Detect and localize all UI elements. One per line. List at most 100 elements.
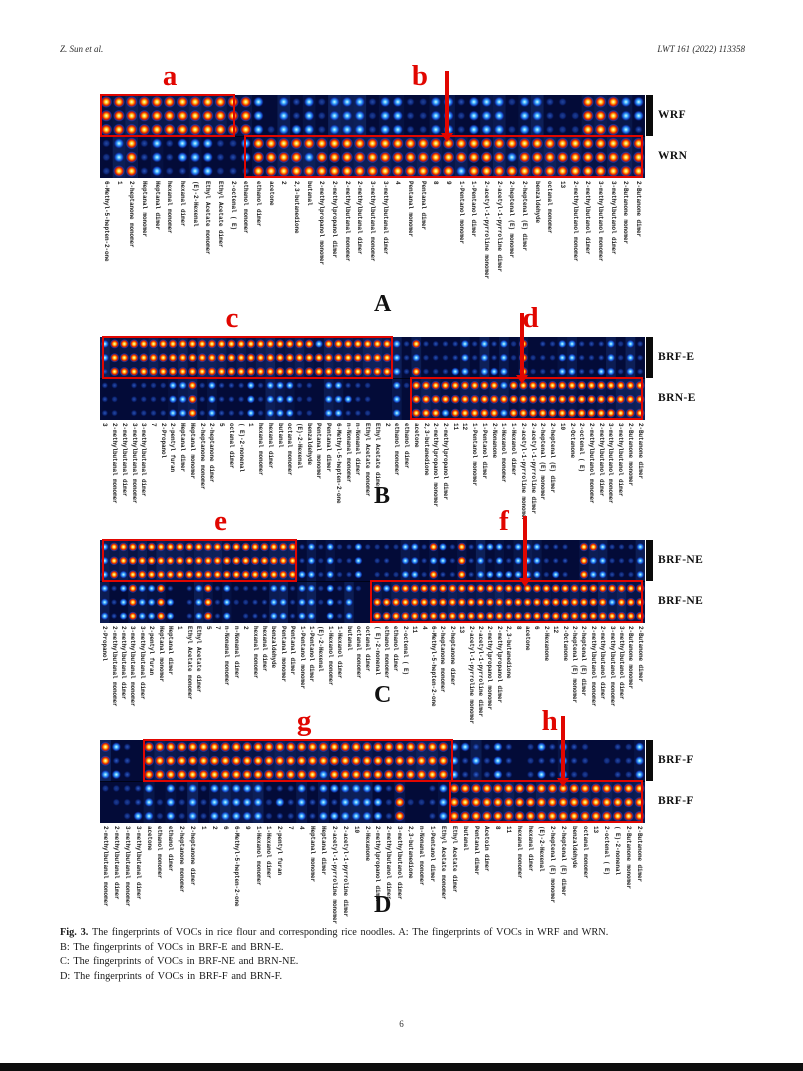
compound-label: 3-methylbutanal monomer [123, 826, 131, 907]
compound-label: n-Nonanal monomer [344, 423, 352, 483]
strip-end-bar-C [646, 540, 653, 581]
compound-label: 2,3-butanedione [292, 181, 300, 234]
compound-label: hexanal dimer [266, 423, 274, 469]
footer-bar [0, 1063, 803, 1071]
compound-label: 2-Hexanone [363, 826, 371, 862]
annotation-letter-e: e [214, 505, 227, 537]
compound-label: 2,3-butanedione [505, 626, 513, 679]
compound-label: 2-heptenal (E) monomer [508, 181, 516, 259]
compound-label: ethanol dimer [254, 181, 262, 227]
highlight-box-f [369, 580, 644, 623]
compound-label: hexanal monomer [516, 826, 524, 879]
annotation-letter-d: d [522, 302, 539, 334]
compound-label: 2-acetyl-1-pyrroline dimer [495, 181, 503, 273]
compound-label: 12 [461, 423, 469, 431]
compound-label: 7 [150, 423, 158, 427]
compound-label: hexanal dimer [527, 826, 535, 872]
strip-sample-label-WRF-0: WRF [658, 109, 687, 121]
compound-label: 1-Hexanol monomer [326, 626, 334, 686]
compound-label: 6-Methyl-5-hepten-2-one [102, 181, 110, 262]
annotation-arrow-b [445, 71, 450, 133]
compound-label: 2 [210, 826, 218, 830]
compound-label: 4 [420, 626, 428, 630]
annotation-letter-b: b [411, 60, 429, 92]
strip-end-bar-D [646, 740, 653, 781]
compound-label: 7 [213, 626, 221, 630]
compound-label: 2-heptanone dimer [189, 826, 197, 886]
compound-label: 2-methylbutanal dimer [120, 423, 128, 497]
compound-label: 8 [432, 181, 440, 185]
compound-label: 7 [287, 826, 295, 830]
compound-label: 2-Butanone monomer [626, 423, 634, 487]
strip-sample-label-BRF-F-0: BRF-F [658, 754, 694, 766]
compound-label: (E)-2-Hexenal [537, 826, 545, 872]
compound-label: 2-pentyl furan [276, 826, 284, 876]
compound-label: 2-methylbutanal dimer [112, 826, 120, 900]
highlight-box-c [102, 336, 393, 379]
compound-label: 2-heptanone dimer [448, 626, 456, 686]
compound-label: 2-pentyl furan [169, 423, 177, 473]
compound-label: 2-Propanol [159, 423, 167, 459]
compound-label: butanal [461, 826, 469, 851]
compound-label: 9 [445, 181, 453, 185]
compound-label: 1-Hexanol monomer [254, 826, 262, 886]
compound-label: 1 [200, 826, 208, 830]
compound-label: Ethyl Acetate monomer [364, 423, 372, 497]
compound-label: 2-acetyl-1-pyrroline monomer [519, 423, 527, 522]
compound-label: 2-heptanone monomer [178, 826, 186, 893]
compound-label: 2-octenal ( E) [603, 826, 611, 876]
compound-label: Ethyl Acetate dimer [216, 181, 224, 248]
compound-label: 2-Butanone monomer [627, 626, 635, 690]
compound-label: 1-Pentanol dimer [307, 626, 315, 683]
compound-label: Ethyl Acetate dimer [373, 423, 381, 490]
compound-label: 2-Butanone dimer [635, 181, 643, 238]
compound-label: benzaldehyde [533, 181, 541, 224]
compound-label: 2-methylbutanal dimer [356, 181, 364, 255]
compound-label: Ethyl Acetate monomer [185, 626, 193, 700]
compound-label: n-Nonanal monomer [223, 626, 231, 686]
compound-label: Pentanal monomer [315, 423, 323, 480]
compound-label: 2-Butanone monomer [625, 826, 633, 890]
compound-label: 6 [533, 626, 541, 630]
compound-label: benzaldehyde [570, 826, 578, 869]
compound-label: 2-methylbutanal monomer [111, 423, 119, 504]
compound-label: ethanol monomer [393, 423, 401, 476]
compound-label: 2-methylpropanol monomer [318, 181, 326, 266]
annotation-arrowhead-d [516, 375, 529, 384]
compound-label: 2-heptanone dimer [208, 423, 216, 483]
figure-label: Fig. 3. [60, 927, 89, 938]
compound-label: ethanol dimer [403, 423, 411, 469]
compound-label: 2-methylbutanal monomer [101, 826, 109, 907]
compound-label: 2-acetyl-1-pyrroline dimer [529, 423, 537, 515]
panel-letter-A: A [374, 291, 392, 317]
compound-label: 2-acetyl-1-pyrroline dimer [341, 826, 349, 918]
compound-label: 5 [218, 423, 226, 427]
compound-label: 3-methylbutanal monomer [130, 423, 138, 504]
compound-label: 4 [298, 826, 306, 830]
compound-label: 2-Hexanone [542, 626, 550, 662]
highlight-box-a [99, 94, 235, 137]
compound-label: 3-methylbutanol dimer [617, 423, 625, 497]
compound-label: 1-Pentanol dimer [428, 826, 436, 883]
compound-label: ethanol dimer [167, 826, 175, 872]
compound-label: 6 [221, 826, 229, 830]
strip-end-bar-A [646, 95, 653, 136]
compound-label: butanal [276, 423, 284, 448]
compound-label: n-Nonanal dimer [354, 423, 362, 476]
strip-sample-label-WRN-1: WRN [658, 150, 688, 162]
compound-label: 1-Pentanol dimer [470, 181, 478, 238]
compound-label: Pentanal monomer [279, 626, 287, 683]
compound-label: 2-methylbutanol monomer [571, 181, 579, 262]
compound-label: Heptanal monomer [309, 826, 317, 883]
compound-label: 2-methylbutanol monomer [589, 626, 597, 707]
annotation-arrow-h [561, 716, 566, 778]
compound-label: 3-methylbutanol monomer [597, 181, 605, 262]
compound-label: Ethyl Acetate dimer [450, 826, 458, 893]
compound-label: octanal monomer [354, 626, 362, 679]
annotation-letter-c: c [225, 302, 239, 334]
compound-label: Acetoin dimer [483, 826, 491, 872]
compound-label: 2-Butanone dimer [636, 626, 644, 683]
compound-label: 1-Hexanol dimer [336, 626, 344, 679]
annotation-arrowhead-h [557, 778, 570, 787]
panel-letter-C: C [374, 682, 392, 708]
